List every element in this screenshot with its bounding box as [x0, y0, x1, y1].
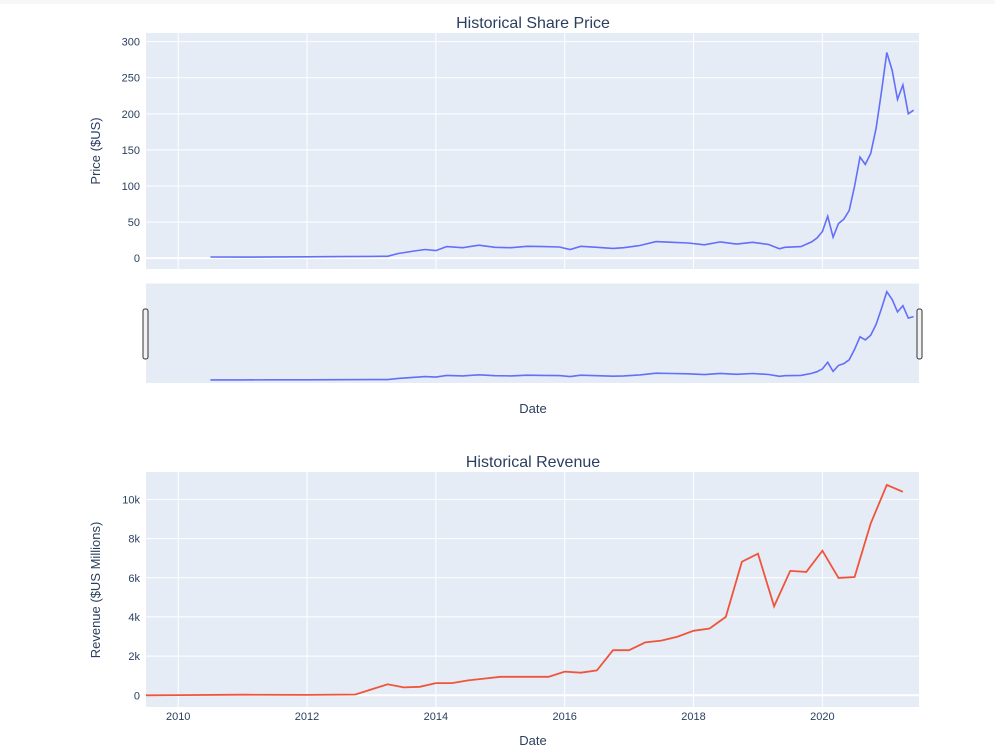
revenue-plot-area[interactable]	[146, 472, 919, 707]
revenue-y-tick-label: 2k	[128, 651, 140, 663]
revenue-y-ticks: 0 2k 4k 6k 8k 10k	[122, 494, 140, 702]
price-y-tick-label: 200	[122, 109, 140, 121]
revenue-y-tick-label: 4k	[128, 612, 140, 624]
price-x-axis-title: Date	[519, 401, 546, 416]
range-slider-left-handle[interactable]	[142, 308, 149, 360]
price-y-ticks: 0 50 100 150 200 250 300	[122, 37, 140, 266]
revenue-x-ticks: 2010 2012 2014 2016 2018 2020	[166, 711, 835, 723]
price-chart-title: Historical Share Price	[456, 15, 610, 32]
range-slider-area[interactable]	[146, 283, 919, 383]
revenue-y-tick-label: 0	[134, 690, 140, 702]
revenue-x-tick-label: 2012	[295, 711, 319, 723]
revenue-y-tick-label: 8k	[128, 534, 140, 546]
price-y-axis-title: Price ($US)	[88, 117, 103, 184]
price-y-tick-label: 0	[134, 253, 140, 265]
revenue-grid	[146, 472, 919, 707]
top-strip	[0, 0, 995, 4]
price-plot-area[interactable]	[146, 33, 919, 269]
revenue-y-tick-label: 6k	[128, 573, 140, 585]
revenue-x-tick-label: 2018	[681, 711, 705, 723]
price-series-line	[210, 52, 915, 258]
revenue-series-line	[145, 483, 904, 697]
revenue-y-tick-label: 10k	[122, 494, 140, 506]
revenue-x-tick-label: 2014	[424, 711, 448, 723]
range-slider-series-line	[210, 289, 914, 381]
range-slider-right-handle[interactable]	[916, 308, 923, 360]
price-y-tick-label: 250	[122, 73, 140, 85]
price-y-tick-label: 50	[128, 217, 140, 229]
price-y-tick-label: 100	[122, 181, 140, 193]
price-y-tick-label: 150	[122, 145, 140, 157]
revenue-x-tick-label: 2016	[552, 711, 576, 723]
revenue-x-tick-label: 2010	[166, 711, 190, 723]
revenue-x-tick-label: 2020	[810, 711, 834, 723]
revenue-chart-title: Historical Revenue	[466, 454, 600, 471]
price-y-tick-label: 300	[122, 37, 140, 49]
price-grid	[146, 33, 919, 269]
revenue-y-axis-title: Revenue ($US Millions)	[88, 522, 103, 659]
revenue-x-axis-title: Date	[519, 733, 546, 748]
